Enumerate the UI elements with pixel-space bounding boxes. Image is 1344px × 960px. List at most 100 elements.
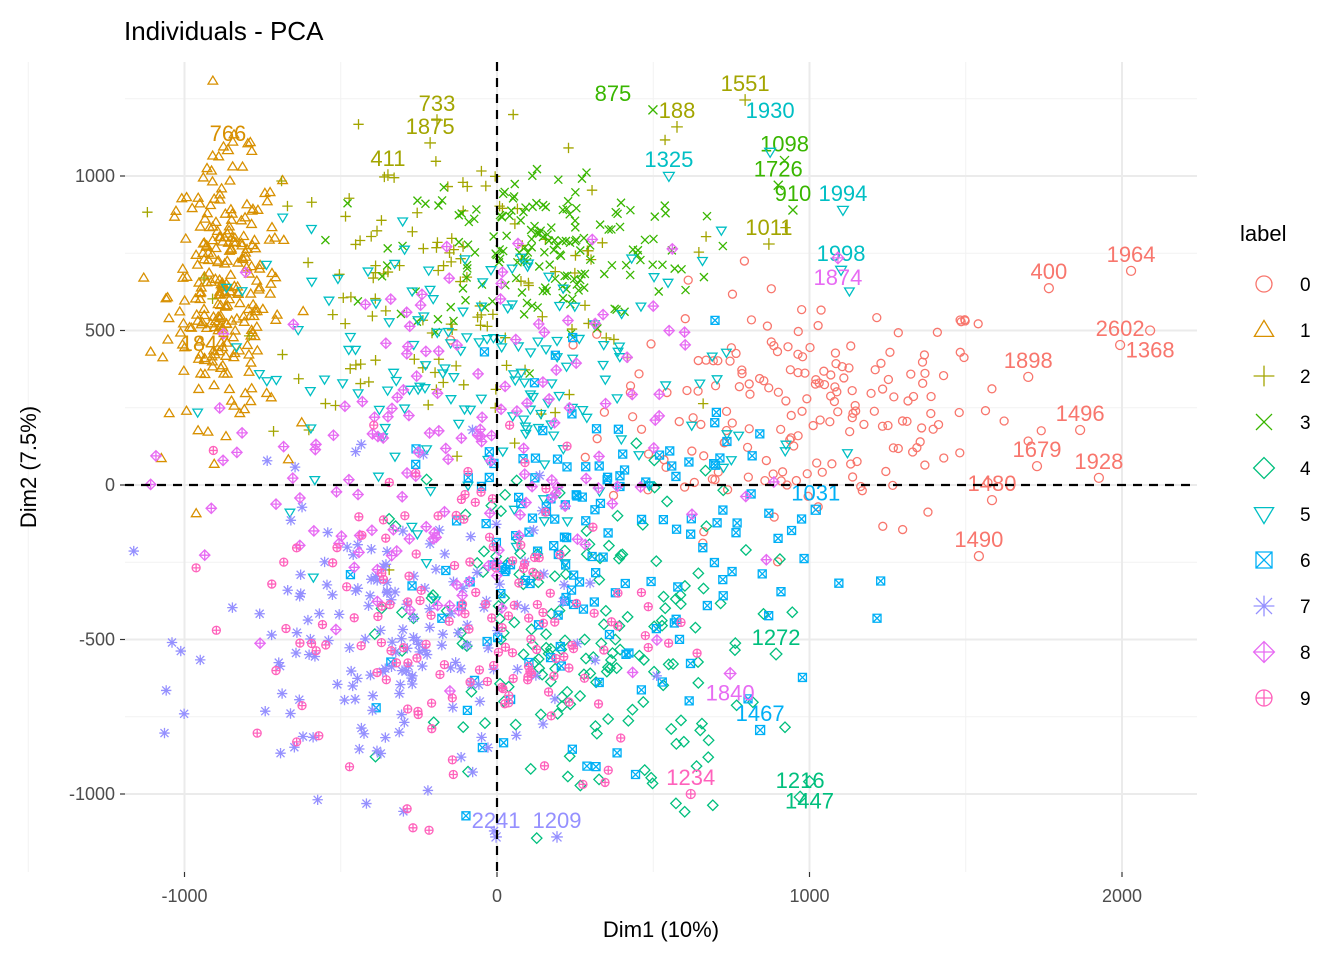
point-cluster-1 <box>178 294 191 305</box>
point-cluster-2 <box>780 222 791 233</box>
point-cluster-0 <box>846 341 856 351</box>
point-cluster-2 <box>550 266 561 277</box>
point-cluster-6 <box>603 528 613 538</box>
point-cluster-9 <box>564 663 574 673</box>
point-cluster-5 <box>720 430 733 441</box>
point-cluster-0 <box>680 314 690 324</box>
point-cluster-1 <box>241 339 254 350</box>
point-cluster-6 <box>481 518 491 529</box>
point-cluster-1 <box>210 216 222 226</box>
point-cluster-8 <box>397 383 410 397</box>
point-cluster-1 <box>225 244 238 254</box>
point-cluster-6 <box>594 677 604 688</box>
legend-label-3: 3 <box>1300 413 1311 434</box>
point-cluster-2 <box>451 451 463 462</box>
point-cluster-5 <box>506 264 519 275</box>
point-cluster-5 <box>517 415 530 426</box>
point-cluster-0 <box>737 368 747 379</box>
point-cluster-1 <box>194 220 207 231</box>
point-cluster-7 <box>309 651 321 662</box>
point-cluster-4 <box>420 473 433 486</box>
point-cluster-7 <box>406 672 417 684</box>
point-cluster-7 <box>290 647 302 659</box>
point-cluster-9 <box>191 563 201 573</box>
point-cluster-8 <box>550 363 563 377</box>
point-cluster-3 <box>454 210 464 220</box>
point-cluster-8 <box>484 454 497 468</box>
point-cluster-8 <box>509 333 522 346</box>
point-cluster-9 <box>271 665 281 676</box>
point-cluster-7 <box>321 579 333 591</box>
point-cluster-5 <box>420 445 433 456</box>
point-cluster-6 <box>589 597 599 607</box>
point-cluster-2 <box>370 260 381 271</box>
point-cluster-7 <box>424 538 436 550</box>
point-cluster-8 <box>596 308 610 321</box>
point-cluster-3 <box>579 283 589 293</box>
point-cluster-1 <box>251 344 264 355</box>
point-cluster-9 <box>692 648 702 658</box>
point-cluster-9 <box>402 804 412 814</box>
point-label: 1234 <box>666 765 715 790</box>
point-cluster-6 <box>591 568 601 578</box>
point-cluster-8 <box>217 327 230 340</box>
point-cluster-3 <box>508 193 518 203</box>
point-cluster-2 <box>659 134 671 146</box>
point-cluster-0 <box>745 389 755 399</box>
point-cluster-5 <box>534 409 547 420</box>
point-cluster-4 <box>706 799 719 812</box>
point-cluster-6 <box>773 533 783 544</box>
point-cluster-5 <box>551 336 564 347</box>
point-cluster-4 <box>602 712 615 726</box>
point-cluster-2 <box>700 231 712 242</box>
point-cluster-4 <box>637 695 650 709</box>
point-marker <box>793 790 807 804</box>
point-cluster-7 <box>341 541 353 553</box>
point-marker <box>754 724 766 736</box>
point-cluster-9 <box>567 640 577 650</box>
point-cluster-1 <box>209 315 222 326</box>
point-cluster-7 <box>319 556 330 568</box>
point-cluster-8 <box>760 553 773 566</box>
point-cluster-2 <box>366 231 377 242</box>
point-cluster-2 <box>500 332 511 343</box>
point-cluster-2 <box>693 246 705 258</box>
point-cluster-2 <box>429 367 441 378</box>
point-cluster-7 <box>394 727 405 738</box>
point-cluster-1 <box>209 273 222 283</box>
point-cluster-9 <box>433 511 443 521</box>
point-cluster-7 <box>445 662 456 674</box>
point-cluster-7 <box>352 583 364 594</box>
point-cluster-3 <box>516 215 526 225</box>
point-cluster-0 <box>727 418 737 428</box>
point-cluster-2 <box>550 407 561 418</box>
point-cluster-0 <box>800 368 810 378</box>
point-cluster-3 <box>470 247 480 257</box>
point-cluster-1 <box>231 256 244 267</box>
point-cluster-5 <box>390 376 403 387</box>
point-cluster-9 <box>279 557 289 567</box>
point-cluster-2 <box>509 437 520 449</box>
point-cluster-1 <box>212 298 225 309</box>
point-cluster-5 <box>191 408 204 419</box>
point-cluster-6 <box>671 524 682 534</box>
x-tick-label: -1000 <box>161 886 207 906</box>
point-cluster-5 <box>706 352 719 363</box>
point-cluster-4 <box>717 484 730 497</box>
legend-key-3 <box>1255 413 1273 431</box>
point-cluster-9 <box>349 613 359 623</box>
point-cluster-7 <box>273 657 284 668</box>
point-cluster-3 <box>496 212 506 221</box>
point-cluster-7 <box>227 602 238 613</box>
point-cluster-3 <box>660 201 670 211</box>
point-cluster-5 <box>538 460 551 471</box>
point-cluster-7 <box>434 524 445 536</box>
point-cluster-0 <box>881 466 891 477</box>
point-cluster-5 <box>720 348 733 359</box>
point-cluster-7 <box>557 596 569 607</box>
point-cluster-0 <box>739 256 750 266</box>
point-cluster-1 <box>237 230 250 241</box>
point-cluster-1 <box>205 275 218 286</box>
point-cluster-8 <box>423 426 436 440</box>
